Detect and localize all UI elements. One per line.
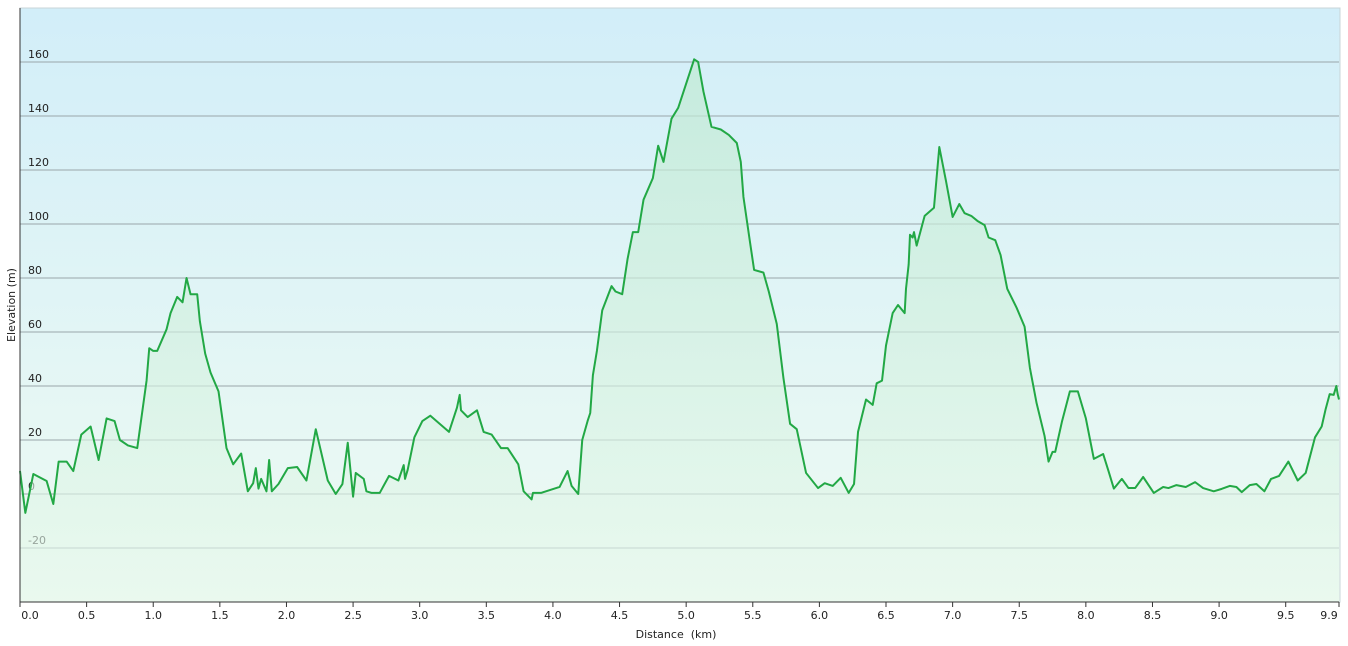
x-tick-label: 6.0: [811, 609, 829, 622]
x-tick-label: 1.5: [211, 609, 229, 622]
x-tick-label: 3.0: [411, 609, 429, 622]
x-tick-label: 4.0: [544, 609, 562, 622]
x-tick-label: 4.5: [611, 609, 629, 622]
x-tick-label: 5.0: [677, 609, 695, 622]
x-tick-label: 0.5: [78, 609, 96, 622]
x-tick-label: 8.0: [1077, 609, 1095, 622]
x-tick-label: 8.5: [1144, 609, 1162, 622]
x-tick-label: 2.5: [344, 609, 362, 622]
x-tick-label: 7.0: [944, 609, 962, 622]
x-tick-label: 6.5: [877, 609, 895, 622]
x-tick-label: 7.5: [1010, 609, 1028, 622]
y-axis-title: Elevation (m): [5, 268, 18, 342]
x-tick-label: 1.0: [144, 609, 162, 622]
y-tick-label: 140: [28, 102, 49, 115]
x-tick-label: 9.5: [1277, 609, 1295, 622]
x-tick-label: 3.5: [478, 609, 496, 622]
x-tick-label: 5.5: [744, 609, 762, 622]
y-tick-label: 40: [28, 372, 42, 385]
y-tick-label: 20: [28, 426, 42, 439]
x-tick-label: 9.0: [1210, 609, 1228, 622]
y-tick-label: 80: [28, 264, 42, 277]
x-axis-title: Distance (km): [636, 628, 717, 641]
y-tick-label: 160: [28, 48, 49, 61]
y-tick-label: 120: [28, 156, 49, 169]
x-tick-label: 0.0: [21, 609, 39, 622]
y-tick-label: 100: [28, 210, 49, 223]
y-tick-label: 60: [28, 318, 42, 331]
x-tick-label: 2.0: [278, 609, 296, 622]
x-tick-label: 9.9: [1320, 609, 1338, 622]
elevation-line: [19, 58, 1340, 514]
